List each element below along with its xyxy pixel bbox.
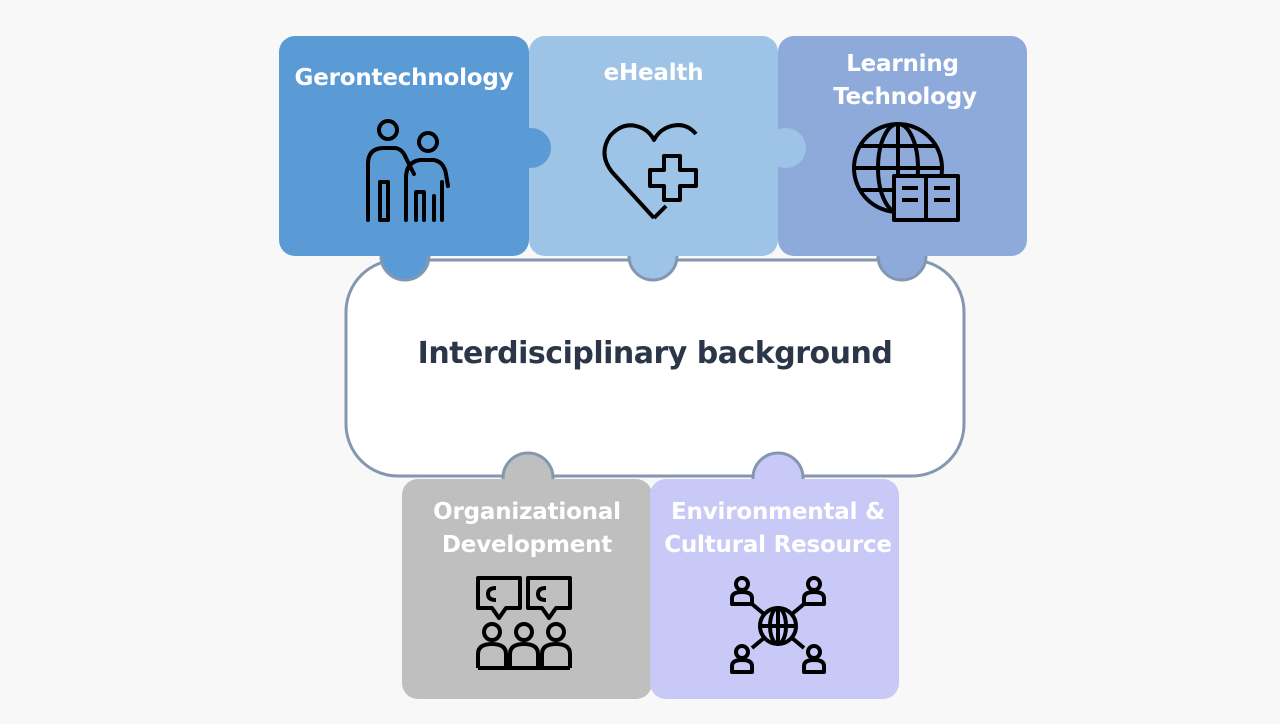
gerontechnology-label: Gerontechnology xyxy=(294,65,514,91)
ehealth-label: eHealth xyxy=(603,60,704,86)
globe-book-icon xyxy=(850,120,962,228)
team-puzzle-icon xyxy=(474,574,574,672)
side-tab-gerontechnology xyxy=(511,128,551,168)
learning-label-line2: Technology xyxy=(833,84,977,110)
learning-label-line1: Learning xyxy=(846,51,959,77)
center-title: Interdisciplinary background xyxy=(417,336,893,371)
side-tab-ehealth xyxy=(766,128,806,168)
piece-gerontechnology xyxy=(279,36,529,256)
environmental-label-line1: Environmental & xyxy=(671,499,885,525)
elderly-couple-icon xyxy=(358,116,454,224)
organizational-label-line2: Development xyxy=(441,532,613,558)
piece-ehealth xyxy=(529,36,778,256)
network-people-icon xyxy=(728,576,828,674)
heart-plus-icon xyxy=(602,120,708,224)
piece-environmental xyxy=(650,479,899,699)
environmental-label-line2: Cultural Resource xyxy=(664,532,892,558)
organizational-label-line1: Organizational xyxy=(433,499,621,525)
